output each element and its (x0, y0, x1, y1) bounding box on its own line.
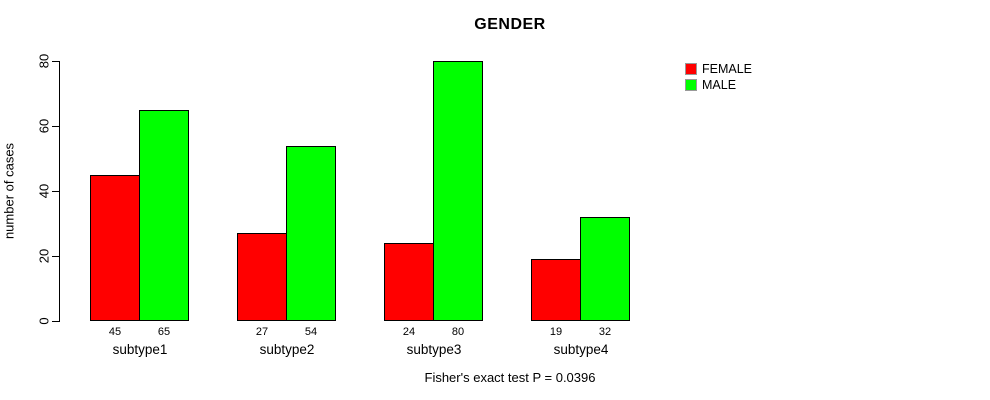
bar-value-label: 24 (402, 326, 416, 338)
bar-female-subtype3 (384, 243, 434, 321)
bar-female-subtype4 (531, 259, 581, 321)
caption: Fisher's exact test P = 0.0396 (424, 370, 596, 385)
bar-male-subtype4 (580, 217, 630, 321)
bar-value-label: 54 (304, 326, 318, 338)
legend-label: FEMALE (702, 62, 753, 76)
y-axis-tick-label: 0 (36, 317, 52, 325)
bar-female-subtype1 (90, 174, 140, 321)
bar-male-subtype3 (433, 61, 483, 321)
legend-item-female: FEMALE (685, 63, 752, 75)
legend-label: MALE (702, 78, 737, 92)
y-axis-tick-label: 20 (36, 248, 52, 264)
category-label-subtype2: subtype2 (259, 342, 315, 357)
category-label-subtype3: subtype3 (406, 342, 462, 357)
y-axis-tick-label: 40 (36, 183, 52, 199)
y-axis-label: number of cases (1, 142, 17, 240)
y-axis-tick-label: 80 (36, 53, 52, 69)
chart-title: GENDER (474, 16, 546, 33)
bar-value-label: 80 (451, 326, 465, 338)
y-axis-tick (52, 256, 59, 257)
legend-item-male: MALE (685, 79, 752, 91)
legend: FEMALE MALE (685, 63, 752, 95)
y-axis-tick (52, 126, 59, 127)
category-label-subtype1: subtype1 (112, 342, 168, 357)
category-label-subtype4: subtype4 (553, 342, 609, 357)
y-axis-line (59, 61, 60, 322)
y-axis-tick-label: 60 (36, 118, 52, 134)
y-axis-tick (52, 61, 59, 62)
bar-male-subtype1 (139, 109, 189, 321)
legend-swatch-male (685, 79, 697, 91)
y-axis-tick (52, 191, 59, 192)
bar-value-label: 19 (549, 326, 563, 338)
legend-swatch-female (685, 63, 697, 75)
bar-value-label: 32 (598, 326, 612, 338)
y-axis-tick (52, 321, 59, 322)
bar-male-subtype2 (286, 145, 336, 321)
bar-value-label: 65 (157, 326, 171, 338)
bar-female-subtype2 (237, 233, 287, 321)
bar-value-label: 45 (108, 326, 122, 338)
bar-value-label: 27 (255, 326, 269, 338)
